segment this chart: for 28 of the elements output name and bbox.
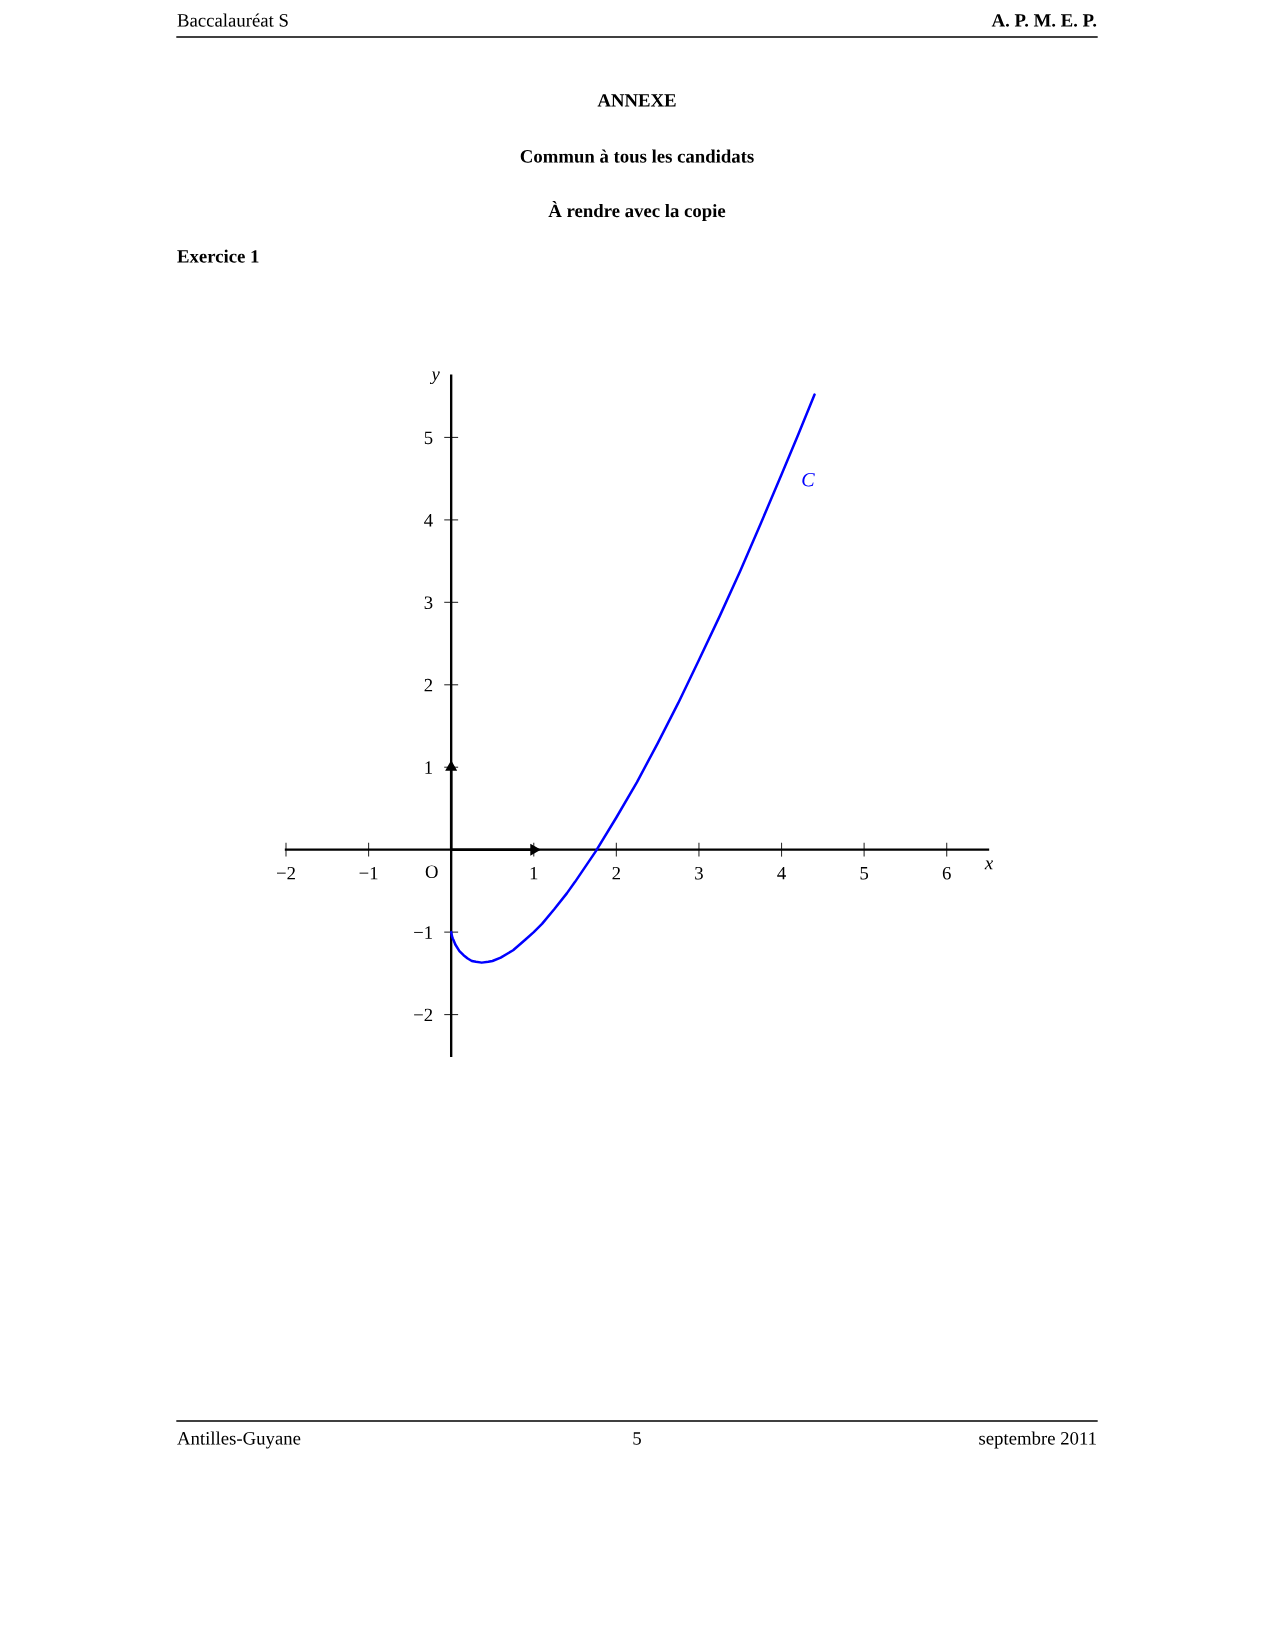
text: Exercice 1 (177, 249, 259, 263)
text: Antilles-Guyane (177, 1431, 301, 1449)
x-tick-label: 1 (530, 866, 538, 880)
y-tick-label: 1 (425, 761, 432, 774)
y-axis-title: y (429, 371, 440, 385)
chart-subtitle: Commun à tous les candidats (520, 149, 754, 163)
y-tick-label: 5 (424, 431, 433, 445)
x-tick-label: 4 (777, 867, 786, 880)
x-tick-label: −2 (276, 866, 295, 880)
x-tick-label: 3 (695, 866, 703, 880)
y-tick-label: 4 (424, 514, 433, 527)
x-axis-title: x (984, 860, 994, 870)
y-tick-label: 3 (424, 596, 433, 610)
text: Baccalauréat S (177, 13, 288, 27)
y-tick-label: −1 (414, 926, 432, 939)
text: À rendre avec la copie (548, 200, 726, 222)
y-tick-label: −2 (414, 1008, 433, 1022)
x-tick-label: −1 (359, 866, 378, 880)
x-tick-label: 5 (860, 867, 869, 880)
x-tick-label: 2 (612, 866, 621, 880)
text: 5 (633, 1432, 641, 1445)
y-tick-label: 2 (424, 678, 433, 692)
chart-title: ANNEXE (597, 94, 676, 107)
x-tick-label: 6 (942, 866, 951, 880)
text: septembre 2011 (979, 1431, 1096, 1449)
annotation: O (425, 865, 438, 878)
series-label: C (802, 472, 815, 487)
text: A. P. M. E. P. (991, 14, 1097, 27)
